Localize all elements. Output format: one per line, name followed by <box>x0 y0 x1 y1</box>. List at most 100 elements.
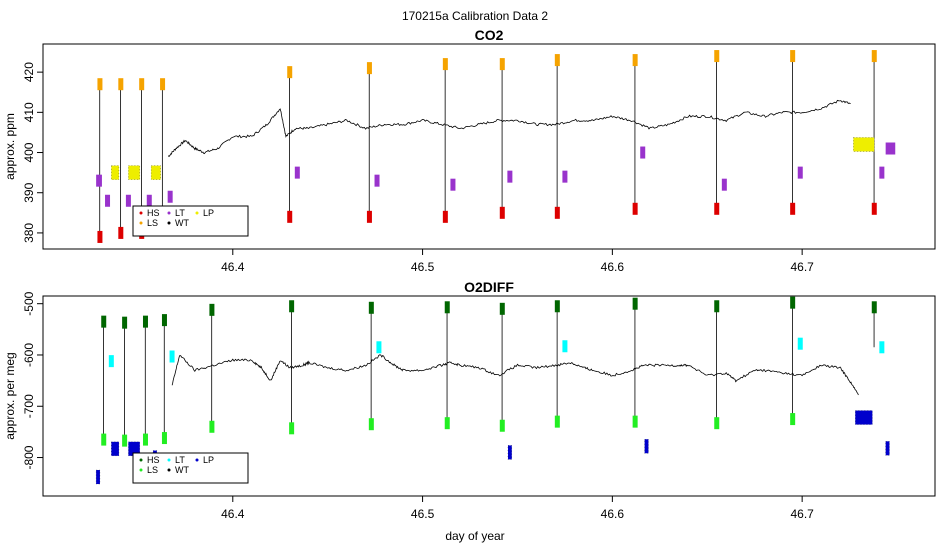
legend-marker <box>167 221 171 225</box>
hs-points <box>287 210 293 223</box>
hs-points <box>97 230 103 243</box>
legend-label: LT <box>175 208 185 218</box>
legend-label: LS <box>147 465 158 475</box>
ls-points <box>442 58 448 71</box>
ls-points <box>122 434 128 447</box>
y-tick-label: 410 <box>22 102 36 122</box>
lt-points <box>125 194 131 207</box>
y-tick-label: 390 <box>22 182 36 202</box>
lp-points <box>853 137 875 152</box>
hs-points <box>714 202 720 215</box>
legend-label: HS <box>147 208 160 218</box>
lp-points <box>151 165 161 180</box>
y-tick-label: -600 <box>22 343 36 367</box>
hs-points <box>499 206 505 219</box>
ls-points <box>160 78 166 91</box>
lt-points <box>376 341 382 354</box>
lp-points <box>128 441 140 456</box>
legend-marker <box>195 211 199 215</box>
legend-label: LS <box>147 218 158 228</box>
legend-label: LP <box>203 455 214 465</box>
ls-points <box>368 418 374 431</box>
hs-points <box>554 206 560 219</box>
ls-points <box>499 58 505 71</box>
panel-title: O2DIFF <box>464 279 514 295</box>
lp-points <box>855 410 873 425</box>
lp-points <box>885 441 890 456</box>
y-tick-label: 420 <box>22 62 36 82</box>
x-tick-label: 46.7 <box>790 507 814 521</box>
lp-points <box>128 165 140 180</box>
hs-points <box>142 315 148 328</box>
hs-points <box>632 297 638 310</box>
y-tick-label: -700 <box>22 394 36 418</box>
ls-points <box>554 415 560 428</box>
legend-marker <box>139 458 143 462</box>
hs-points <box>366 210 372 223</box>
lp-points <box>507 445 512 460</box>
legend-marker <box>139 211 143 215</box>
lt-points <box>640 146 646 159</box>
hs-points <box>118 226 124 239</box>
lt-points <box>797 337 803 350</box>
ls-points <box>499 419 505 432</box>
y-tick-label: 380 <box>22 223 36 243</box>
ls-points <box>790 50 796 63</box>
main-trace <box>167 99 851 157</box>
lt-points <box>146 194 152 207</box>
ls-points <box>444 417 450 430</box>
legend-box <box>132 205 249 237</box>
ls-points <box>289 422 295 435</box>
lt-points <box>879 341 885 354</box>
hs-points <box>714 300 720 313</box>
y-axis-label: approx. per meg <box>3 352 17 439</box>
lt-points <box>879 166 885 179</box>
legend-label: LP <box>203 208 214 218</box>
figure-title: 170215a Calibration Data 2 <box>402 9 548 23</box>
ls-points <box>632 54 638 67</box>
hs-points <box>554 300 560 313</box>
lt-points <box>562 340 568 353</box>
legend-label: WT <box>175 218 189 228</box>
ls-points <box>118 78 124 91</box>
o2diff-panel: O2DIFF approx. per meg 46.4 46.5 46.6 46.7 -80… <box>3 279 936 521</box>
lt-points <box>885 142 896 155</box>
hs-points <box>442 210 448 223</box>
ls-points <box>142 433 148 446</box>
plot-frame <box>42 295 936 497</box>
ls-points <box>97 78 103 91</box>
lt-points <box>169 350 175 363</box>
legend-marker <box>139 221 143 225</box>
legend-label: WT <box>175 465 189 475</box>
hs-points <box>368 301 374 314</box>
hs-points <box>499 302 505 315</box>
legend-label: LT <box>175 455 185 465</box>
hs-points <box>444 301 450 314</box>
legend-marker <box>167 458 171 462</box>
hs-points <box>632 202 638 215</box>
hs-points <box>209 303 215 316</box>
lp-points <box>644 439 649 454</box>
x-tick-label: 46.7 <box>790 260 814 274</box>
hs-points <box>122 316 128 329</box>
hs-points <box>289 300 295 313</box>
legend-marker <box>139 468 143 472</box>
y-tick-label: -500 <box>22 291 36 315</box>
ls-points <box>366 62 372 75</box>
legend-label: HS <box>147 455 160 465</box>
legend-marker <box>195 458 199 462</box>
ls-points <box>287 66 293 79</box>
ls-points <box>632 415 638 428</box>
lt-points <box>797 166 803 179</box>
x-tick-label: 46.6 <box>601 507 625 521</box>
y-tick-label: 400 <box>22 142 36 162</box>
ls-points <box>209 420 215 433</box>
hs-points <box>790 202 796 215</box>
lt-points <box>562 170 568 183</box>
x-axis-label: day of year <box>445 529 504 543</box>
ls-points <box>554 54 560 67</box>
plot-frame <box>42 43 936 250</box>
hs-points <box>871 202 877 215</box>
lt-points <box>507 170 513 183</box>
y-axis-label: approx. ppm <box>3 113 17 180</box>
